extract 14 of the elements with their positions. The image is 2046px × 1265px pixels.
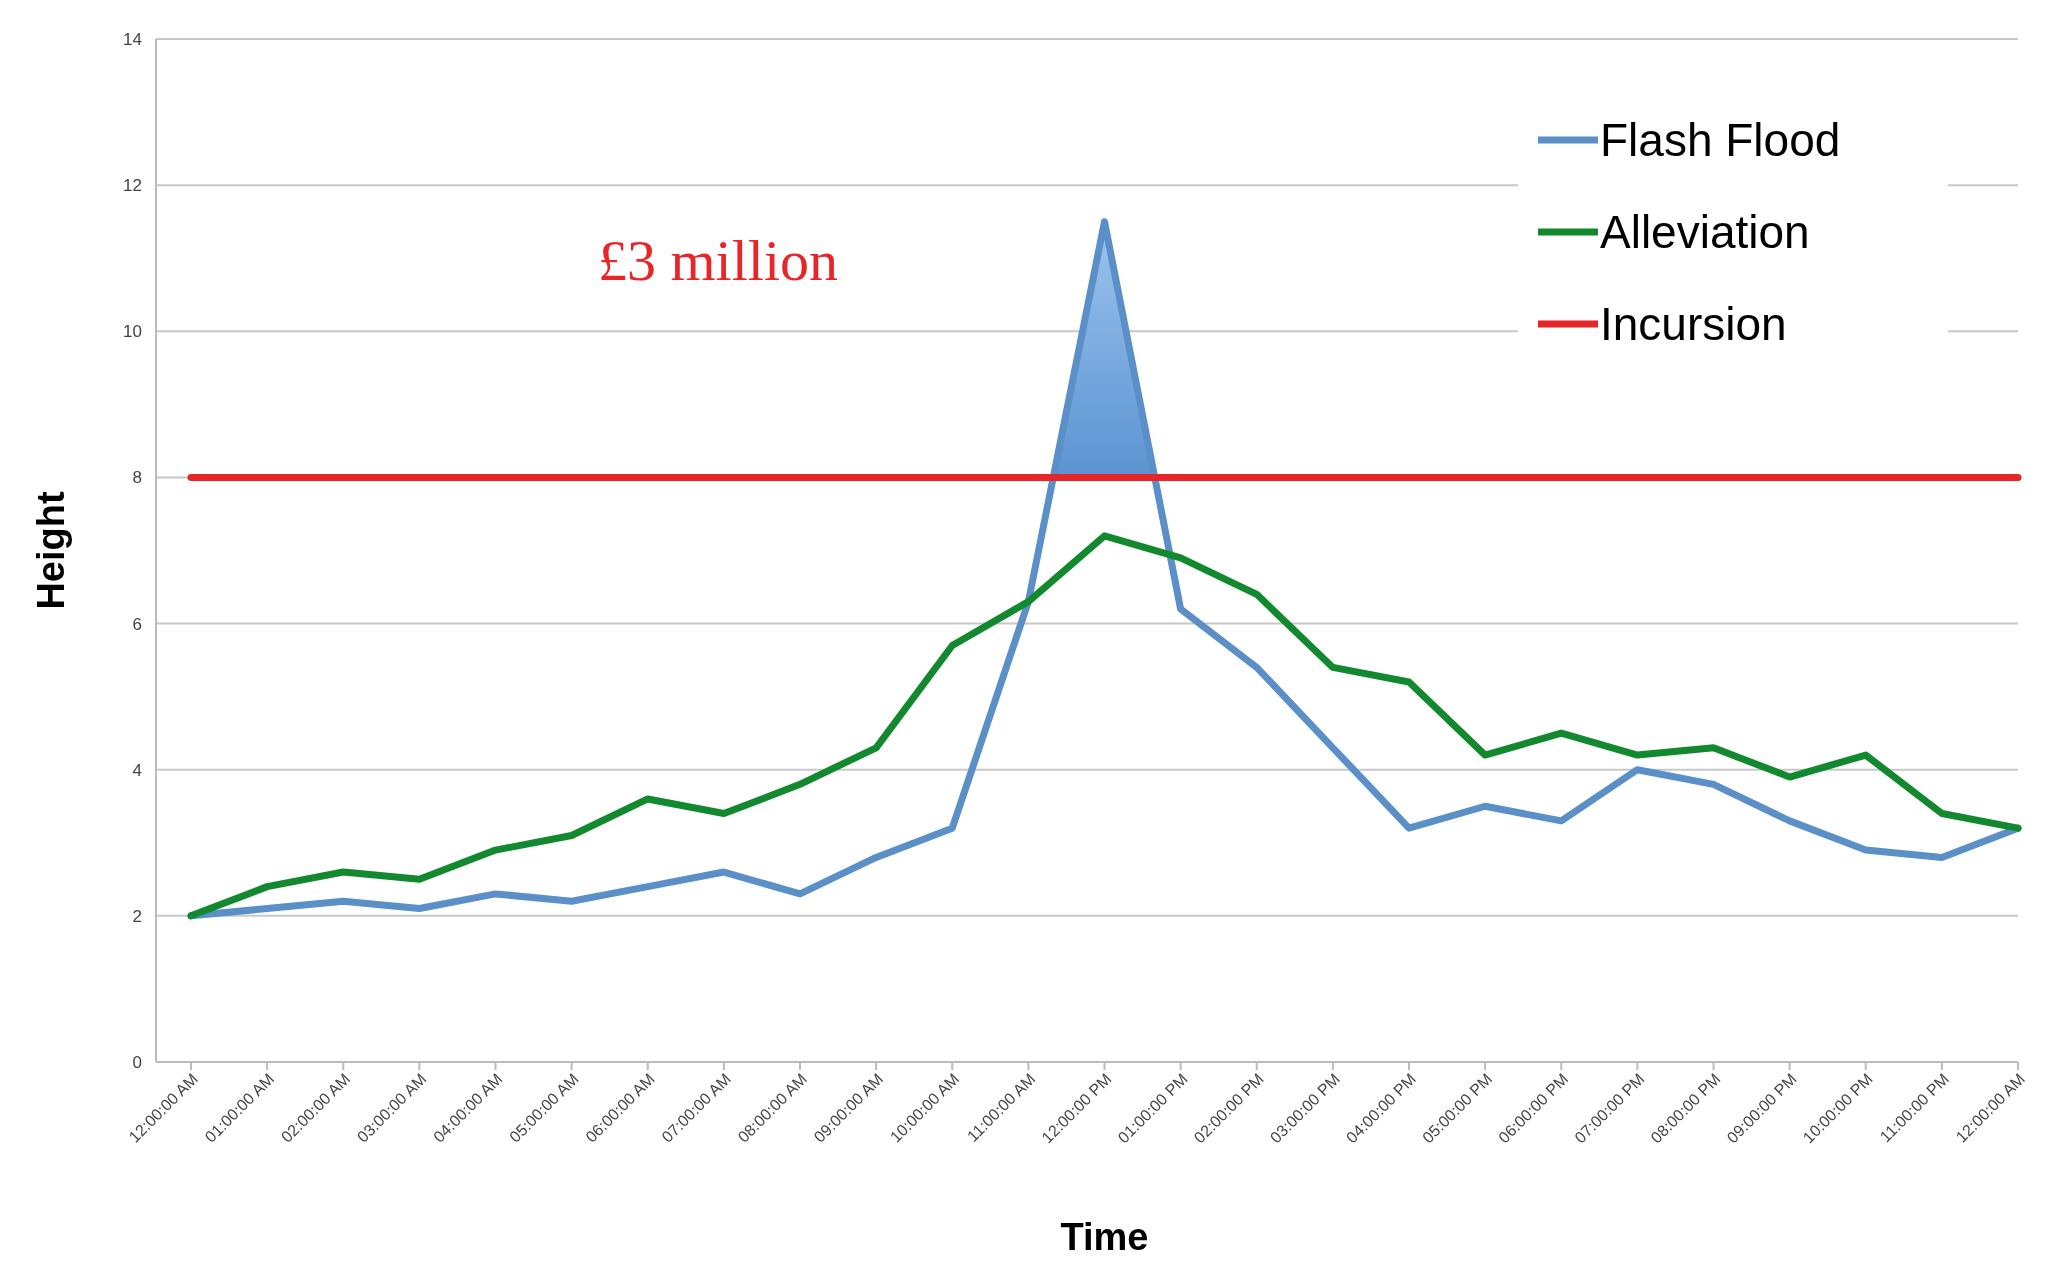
y-tick-label: 8 bbox=[132, 468, 142, 488]
y-tick-label: 4 bbox=[132, 760, 142, 780]
y-tick-label: 14 bbox=[123, 29, 142, 49]
y-tick-label: 10 bbox=[123, 322, 142, 342]
y-tick-label: 0 bbox=[132, 1052, 142, 1072]
legend-label: Flash Flood bbox=[1600, 114, 1841, 167]
annotation: £3 million bbox=[598, 228, 839, 293]
y-axis-title: Height bbox=[30, 491, 72, 610]
legend-label: Alleviation bbox=[1600, 206, 1810, 259]
y-tick-label: 2 bbox=[132, 906, 142, 926]
legend-label: Incursion bbox=[1600, 298, 1787, 351]
y-tick-label: 12 bbox=[123, 176, 142, 196]
y-tick-label: 6 bbox=[132, 614, 142, 634]
x-axis-title: Time bbox=[1060, 1216, 1149, 1258]
